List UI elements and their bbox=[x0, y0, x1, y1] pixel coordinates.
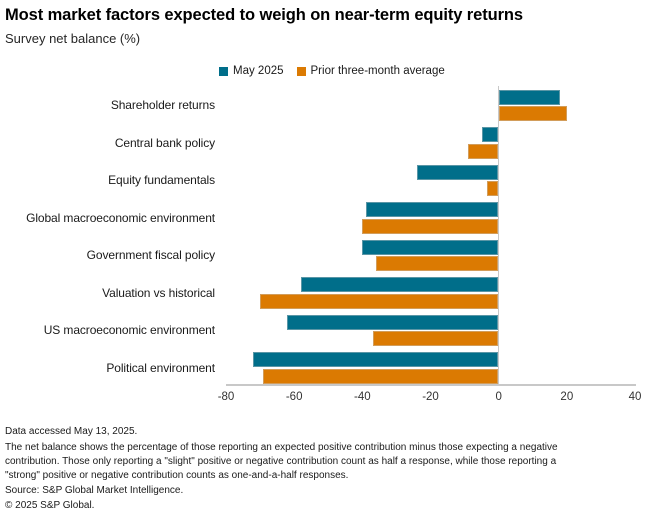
category-label: Government fiscal policy bbox=[86, 248, 215, 262]
zero-axis-line bbox=[497, 86, 500, 386]
chart-title: Most market factors expected to weigh on… bbox=[5, 6, 523, 24]
x-axis-line bbox=[226, 384, 636, 386]
source-note: Source: S&P Global Market Intelligence. bbox=[5, 485, 184, 496]
legend-swatch-may-2025 bbox=[219, 66, 228, 76]
bar-may-2025 bbox=[362, 239, 498, 255]
x-tick-label: 20 bbox=[560, 390, 574, 403]
methodology-note: The net balance shows the percentage of … bbox=[5, 441, 558, 483]
methodology-note-line: contribution. Those only reporting a "sl… bbox=[5, 455, 557, 467]
copyright-note: © 2025 S&P Global. bbox=[5, 500, 95, 511]
x-tick-label: 0 bbox=[495, 390, 502, 403]
bar-prior-three-month-average bbox=[486, 181, 498, 196]
bar-prior-three-month-average bbox=[260, 293, 498, 309]
legend-label: May 2025 bbox=[233, 65, 284, 77]
methodology-note-line: "strong" positive or negative contributi… bbox=[5, 469, 349, 481]
bar-may-2025 bbox=[365, 202, 498, 217]
legend-item: Prior three-month average bbox=[296, 65, 445, 77]
x-tick-label: -80 bbox=[217, 390, 235, 403]
bar-may-2025 bbox=[481, 127, 498, 142]
chart-legend: May 2025 Prior three-month average bbox=[219, 65, 445, 77]
bar-may-2025 bbox=[416, 164, 498, 180]
legend-swatch-prior-three-month-average bbox=[296, 66, 306, 76]
bar-prior-three-month-average bbox=[499, 106, 567, 121]
bar-prior-three-month-average bbox=[372, 331, 498, 346]
x-tick-label: -40 bbox=[354, 390, 371, 403]
legend-item: May 2025 bbox=[219, 65, 284, 77]
bar-prior-three-month-average bbox=[263, 368, 498, 384]
x-tick-label: 40 bbox=[628, 390, 642, 403]
category-label: Valuation vs historical bbox=[102, 285, 215, 300]
x-tick-label: -60 bbox=[285, 390, 303, 403]
chart-subtitle: Survey net balance (%) bbox=[5, 31, 141, 46]
bar-may-2025 bbox=[499, 89, 560, 105]
legend-label: Prior three-month average bbox=[310, 65, 445, 77]
bar-may-2025 bbox=[300, 277, 498, 292]
category-label: Political environment bbox=[106, 360, 215, 375]
x-tick-label: -20 bbox=[422, 390, 439, 403]
category-label: Equity fundamentals bbox=[108, 173, 215, 187]
methodology-note-line: The net balance shows the percentage of … bbox=[5, 442, 558, 453]
category-label: US macroeconomic environment bbox=[43, 323, 215, 337]
category-label: Central bank policy bbox=[114, 135, 215, 150]
bar-may-2025 bbox=[287, 314, 498, 330]
category-label: Shareholder returns bbox=[110, 98, 215, 112]
bar-prior-three-month-average bbox=[467, 143, 498, 159]
data-accessed-note: Data accessed May 13, 2025. bbox=[5, 426, 138, 437]
bar-may-2025 bbox=[253, 352, 498, 367]
bar-prior-three-month-average bbox=[362, 218, 498, 234]
bar-prior-three-month-average bbox=[375, 256, 498, 271]
category-label: Global macroeconomic environment bbox=[26, 210, 215, 225]
